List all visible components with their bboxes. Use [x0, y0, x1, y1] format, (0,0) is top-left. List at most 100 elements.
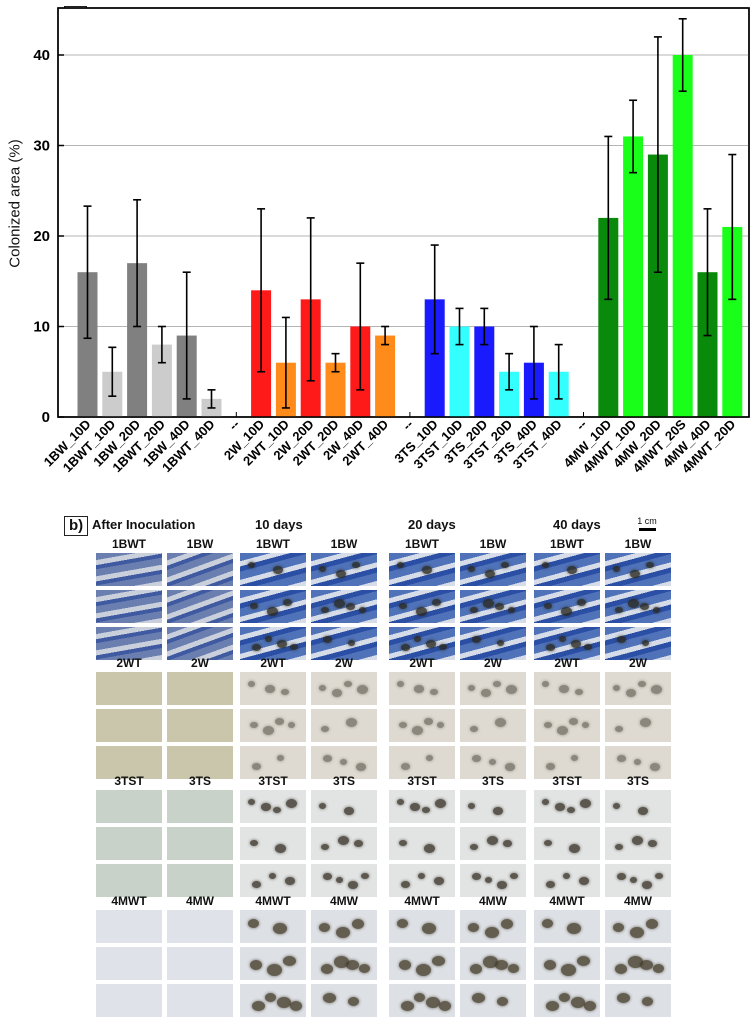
colonization-stain — [567, 807, 575, 813]
photo-tile — [167, 590, 233, 623]
colonization-stain — [613, 923, 624, 932]
colonization-stain — [426, 640, 436, 648]
photo-tile — [167, 827, 233, 860]
photo-tile — [460, 790, 526, 823]
sample-label: 4MW — [479, 894, 507, 908]
colonization-stain — [264, 685, 275, 693]
sample-label: 3TST — [114, 774, 144, 788]
colonization-stain — [277, 997, 291, 1008]
colonization-stain — [252, 763, 261, 770]
colonization-stain — [424, 718, 433, 725]
colonization-stain — [583, 1001, 596, 1011]
colonization-stain — [558, 993, 570, 1002]
photo-tile — [605, 590, 671, 623]
sample-label: 2W — [629, 656, 647, 670]
photo-tile — [167, 553, 233, 586]
colonization-stain — [542, 919, 553, 928]
photo-tile — [167, 672, 233, 705]
colonization-stain — [248, 919, 259, 928]
photo-tile — [389, 672, 455, 705]
colonization-stain — [642, 640, 649, 646]
colonization-stain — [613, 685, 620, 691]
colonization-stain — [577, 599, 587, 606]
colonization-stain — [397, 681, 404, 687]
colonization-stain — [501, 562, 510, 568]
colonization-stain — [470, 726, 478, 732]
photo-tile — [96, 672, 162, 705]
photo-tile — [534, 790, 600, 823]
bar — [375, 335, 396, 417]
colonization-stain — [638, 807, 648, 815]
photo-tile — [460, 864, 526, 897]
bar — [722, 226, 743, 417]
photo-tile — [460, 627, 526, 660]
colonization-stain — [652, 607, 660, 613]
colonization-stain — [505, 685, 517, 694]
photo-tile — [240, 947, 306, 980]
colonization-stain — [283, 599, 293, 606]
colonization-stain — [505, 763, 516, 771]
sample-label: 3TS — [481, 774, 504, 788]
colonization-stain — [544, 722, 552, 728]
colonization-stain — [399, 603, 407, 609]
photo-tile — [460, 553, 526, 586]
colonization-stain — [546, 763, 555, 770]
photo-tile — [96, 984, 162, 1017]
sample-label: 1BW — [624, 537, 652, 551]
colonization-stain — [260, 803, 271, 811]
colonization-stain — [275, 844, 286, 853]
colonization-stain — [268, 873, 276, 879]
colonization-stain — [397, 919, 408, 928]
colonization-stain — [648, 840, 658, 847]
photo-tile — [240, 864, 306, 897]
colonization-stain — [472, 873, 481, 880]
colonization-stain — [422, 807, 430, 813]
photo-tile — [534, 590, 600, 623]
colonization-stain — [356, 763, 367, 771]
time-header: 10 days — [255, 517, 303, 532]
colonization-stain — [360, 873, 369, 879]
photo-tile — [167, 910, 233, 943]
photo-tile — [240, 790, 306, 823]
colonization-stain — [352, 562, 361, 568]
colonization-stain — [321, 726, 329, 732]
y-tick-label: 10 — [33, 319, 50, 336]
colonization-stain — [289, 644, 298, 650]
photo-tile — [460, 709, 526, 742]
colonization-stain — [627, 599, 639, 608]
photo-tile — [534, 746, 600, 779]
colonization-stain — [264, 636, 272, 642]
colonization-stain — [640, 718, 651, 727]
colonization-stain — [579, 877, 590, 885]
colonization-stain — [497, 640, 504, 646]
colonization-stain — [581, 722, 589, 728]
photo-tile — [389, 709, 455, 742]
colonization-stain — [558, 685, 569, 693]
colonization-stain — [354, 840, 364, 847]
colonization-stain — [629, 927, 644, 938]
bar — [151, 344, 172, 417]
photo-tile — [167, 709, 233, 742]
colonization-stain — [507, 964, 519, 973]
colonization-stain — [650, 685, 662, 694]
sample-label: 2WT — [116, 656, 142, 670]
sample-label: 2WT — [260, 656, 286, 670]
photo-tile — [240, 746, 306, 779]
colonization-stain — [617, 755, 626, 762]
colonization-stain — [468, 566, 475, 572]
colonization-stain — [281, 689, 290, 695]
colonization-stain — [569, 718, 578, 725]
sample-label: 4MWT — [404, 894, 440, 908]
photo-tile — [389, 947, 455, 980]
colonization-stain — [497, 997, 508, 1006]
photo-tile — [311, 553, 377, 586]
photo-tile — [534, 672, 600, 705]
colonization-stain — [422, 923, 436, 934]
colonization-stain — [266, 607, 278, 616]
colonization-stain — [337, 836, 349, 845]
photo-tile — [240, 709, 306, 742]
colonization-stain — [507, 607, 515, 613]
sample-label: 3TS — [332, 774, 355, 788]
photo-tile — [534, 910, 600, 943]
